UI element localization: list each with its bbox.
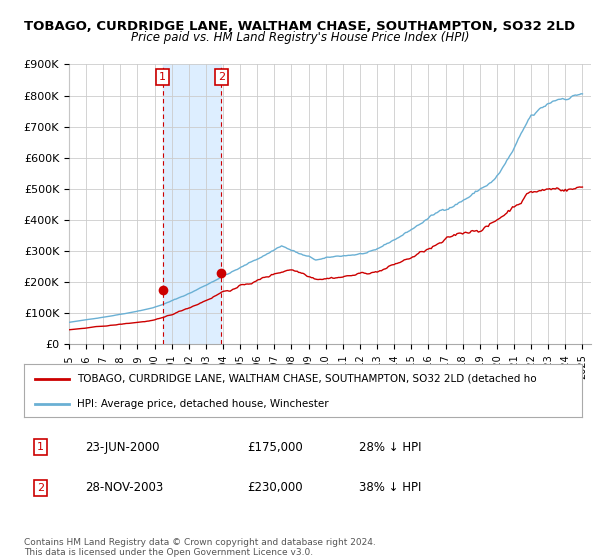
Text: Contains HM Land Registry data © Crown copyright and database right 2024.
This d: Contains HM Land Registry data © Crown c… [24, 538, 376, 557]
Text: 38% ↓ HPI: 38% ↓ HPI [359, 482, 421, 494]
Text: 2: 2 [218, 72, 225, 82]
Text: Price paid vs. HM Land Registry's House Price Index (HPI): Price paid vs. HM Land Registry's House … [131, 31, 469, 44]
Text: HPI: Average price, detached house, Winchester: HPI: Average price, detached house, Winc… [77, 399, 329, 409]
Text: 1: 1 [159, 72, 166, 82]
Bar [163, 64, 221, 344]
Text: 1: 1 [37, 442, 44, 452]
Text: £175,000: £175,000 [247, 441, 303, 454]
Text: 28% ↓ HPI: 28% ↓ HPI [359, 441, 421, 454]
Text: 23-JUN-2000: 23-JUN-2000 [85, 441, 160, 454]
Text: TOBAGO, CURDRIDGE LANE, WALTHAM CHASE, SOUTHAMPTON, SO32 2LD (detached ho: TOBAGO, CURDRIDGE LANE, WALTHAM CHASE, S… [77, 374, 536, 384]
Text: 28-NOV-2003: 28-NOV-2003 [85, 482, 164, 494]
Text: 2: 2 [37, 483, 44, 493]
Text: £230,000: £230,000 [247, 482, 303, 494]
Text: TOBAGO, CURDRIDGE LANE, WALTHAM CHASE, SOUTHAMPTON, SO32 2LD: TOBAGO, CURDRIDGE LANE, WALTHAM CHASE, S… [25, 20, 575, 32]
